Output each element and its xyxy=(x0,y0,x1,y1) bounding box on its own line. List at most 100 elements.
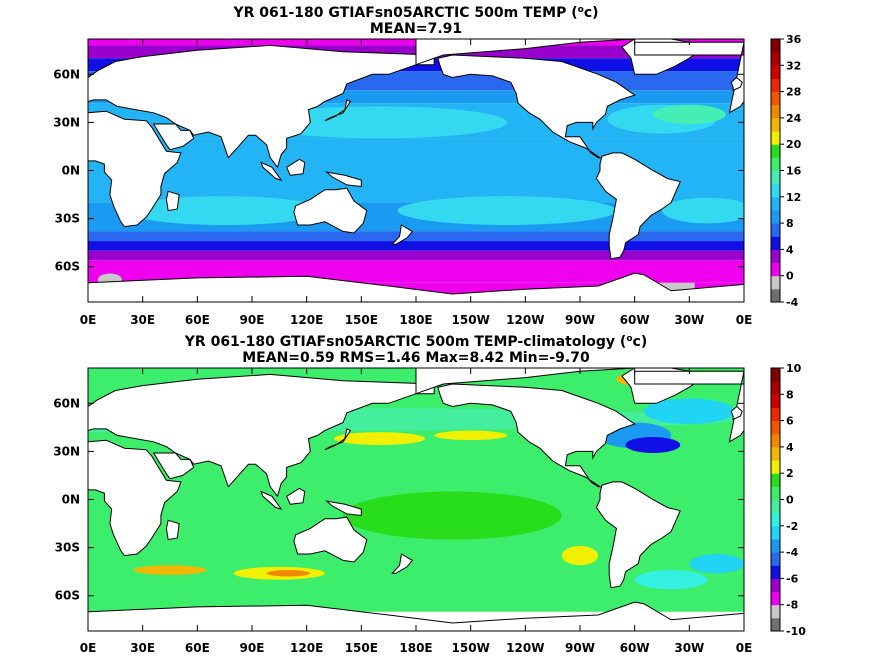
colorbar: -4 0 4 8 12 16 20 24 28 32 36 xyxy=(770,33,802,309)
britain-land xyxy=(730,76,743,92)
anomaly xyxy=(266,570,311,577)
anomaly xyxy=(643,398,735,425)
colorbar-label: 32 xyxy=(786,59,801,72)
colorbar-segment xyxy=(771,565,780,579)
x-tick-label: 120W xyxy=(506,641,544,655)
colorbar-segment xyxy=(771,617,780,632)
colorbar-segment xyxy=(771,552,780,566)
panel-1: 0E 30E 60E 90E 120E 150E 180E 150W 120W 90W 60W 30W… xyxy=(53,5,801,327)
colorbar-label: 4 xyxy=(786,441,794,454)
antarctica-land xyxy=(88,601,744,631)
colorbar-label: 6 xyxy=(786,415,794,428)
x-tick-label: 150E xyxy=(345,641,378,655)
colorbar-segment xyxy=(771,460,780,474)
x-tick-label: 180E xyxy=(399,313,432,327)
colorbar-segment xyxy=(771,117,780,132)
chart-title: YR 061-180 GTIAFsn05ARCTIC 500m TEMP (oc… xyxy=(232,5,598,21)
colorbar-label: -10 xyxy=(786,625,806,638)
x-tick-label: 30E xyxy=(130,313,155,327)
title-degree: o xyxy=(626,334,632,344)
japan-land xyxy=(324,99,352,122)
colorbar-segment xyxy=(771,288,780,303)
alaska-arctic-land xyxy=(415,39,635,66)
colorbar-segment xyxy=(771,499,780,514)
colorbar-label: 0 xyxy=(786,494,794,507)
colorbar-segment xyxy=(771,420,780,435)
colorbar-segment xyxy=(771,433,780,448)
new-zealand-land xyxy=(391,553,414,574)
y-tick-label: 60N xyxy=(53,396,80,410)
colorbar-segment xyxy=(771,65,780,79)
x-tick-label: 30W xyxy=(674,641,704,655)
borneo-land xyxy=(285,487,306,505)
chart-subtitle: MEAN=7.91 xyxy=(370,21,462,37)
anomaly xyxy=(133,565,207,575)
x-tick-label: 90E xyxy=(240,641,265,655)
colorbar-segment xyxy=(771,144,780,158)
colorbar-segment xyxy=(771,262,780,277)
colorbar-segment xyxy=(771,236,780,250)
x-tick-label: 30W xyxy=(674,313,704,327)
x-tick-label: 60E xyxy=(185,641,210,655)
madagascar-land xyxy=(165,190,180,212)
colorbar-label: 20 xyxy=(786,138,802,151)
anomaly xyxy=(434,430,508,441)
x-tick-label: 60W xyxy=(620,641,650,655)
colorbar-label: -8 xyxy=(786,599,798,612)
africa-land xyxy=(88,110,182,228)
x-tick-label: 0E xyxy=(80,313,97,327)
colorbar-segment xyxy=(771,525,780,540)
x-tick-label: 120E xyxy=(290,641,323,655)
y-tick-label: 30S xyxy=(55,541,80,555)
anomaly xyxy=(343,491,562,540)
x-tick-label: 90W xyxy=(565,313,595,327)
colorbar-label: 8 xyxy=(786,217,794,230)
anomaly xyxy=(634,570,708,590)
arabia-land xyxy=(152,452,195,480)
x-tick-label: 90W xyxy=(565,641,595,655)
colorbar-segment xyxy=(771,131,780,145)
x-tick-label: 120W xyxy=(506,313,544,327)
europe-asia-land xyxy=(88,44,435,169)
title-text: YR 061-180 GTIAFsn05ARCTIC 500m TEMP ( xyxy=(232,5,577,21)
antarctica-land xyxy=(88,272,744,302)
x-tick-label: 150W xyxy=(452,313,490,327)
borneo-land xyxy=(285,158,306,176)
colorbar-label: 2 xyxy=(786,467,794,480)
anomaly xyxy=(689,554,744,574)
colorbar-segment xyxy=(771,209,780,224)
x-tick-label: 180E xyxy=(399,641,432,655)
americas-south-land xyxy=(595,481,681,589)
colorbar-label: 24 xyxy=(786,112,802,125)
colorbar-label: -4 xyxy=(786,296,799,309)
colorbar-label: -4 xyxy=(786,546,799,559)
australia-land xyxy=(293,187,368,234)
colorbar-segment xyxy=(771,604,780,619)
americas-north-land xyxy=(437,54,636,159)
anomaly xyxy=(625,436,681,453)
colorbar-segment xyxy=(771,538,780,553)
colorbar-segment xyxy=(771,446,780,461)
x-tick-label: 60W xyxy=(620,313,650,327)
colorbar-segment xyxy=(771,368,780,382)
x-tick-label: 90E xyxy=(240,313,265,327)
europe-asia-land xyxy=(88,373,435,498)
colorbar-segment xyxy=(771,170,780,185)
y-tick-label: 30S xyxy=(55,212,80,226)
eurasia-land xyxy=(634,41,744,114)
x-tick-label: 120E xyxy=(290,313,323,327)
y-tick-label: 60S xyxy=(55,260,80,274)
americas-north-land xyxy=(437,383,636,488)
sumatra-land xyxy=(260,161,283,181)
chart-subtitle: MEAN=0.59 RMS=1.46 Max=8.42 Min=-9.70 xyxy=(242,350,590,366)
colorbar-segment xyxy=(771,591,780,606)
colorbar-segment xyxy=(771,512,780,527)
americas-south-land xyxy=(595,152,681,260)
band xyxy=(88,241,744,251)
colorbar-segment xyxy=(771,381,780,395)
africa-land xyxy=(88,439,182,557)
new-guinea-land xyxy=(325,500,362,517)
x-tick-label: 0E xyxy=(80,641,97,655)
colorbar-segment xyxy=(771,275,780,290)
